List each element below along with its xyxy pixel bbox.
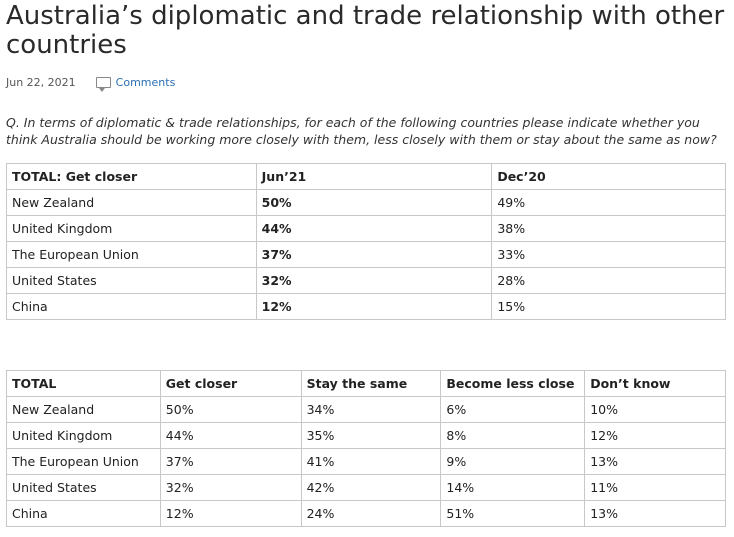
value-cell: 32% (159, 474, 302, 501)
post-meta: Jun 22, 2021 Comments (6, 76, 176, 92)
value-cell: 32% (255, 267, 493, 294)
table-row: United Kingdom 44% 35% 8% 12% (6, 422, 726, 449)
value-cell: 50% (255, 189, 493, 216)
country-cell: New Zealand (6, 396, 161, 423)
value-cell: 9% (440, 448, 586, 475)
country-cell: The European Union (6, 448, 161, 475)
table-row: The European Union 37% 33% (6, 241, 726, 268)
value-cell: 37% (159, 448, 302, 475)
table-row: United States 32% 28% (6, 267, 726, 294)
value-cell: 33% (491, 241, 726, 268)
country-cell: China (6, 293, 257, 320)
value-cell: 49% (491, 189, 726, 216)
value-cell: 42% (300, 474, 442, 501)
value-cell: 6% (440, 396, 586, 423)
value-cell: 41% (300, 448, 442, 475)
value-cell: 13% (584, 448, 726, 475)
table-row: The European Union 37% 41% 9% 13% (6, 448, 726, 475)
value-cell: 44% (159, 422, 302, 449)
table-row: United States 32% 42% 14% 11% (6, 474, 726, 501)
column-header: Get closer (159, 370, 302, 397)
table-row: China 12% 15% (6, 293, 726, 320)
column-header: TOTAL: Get closer (6, 163, 257, 190)
table-row: New Zealand 50% 49% (6, 189, 726, 216)
value-cell: 37% (255, 241, 493, 268)
table-header-row: TOTAL Get closer Stay the same Become le… (6, 370, 726, 397)
value-cell: 28% (491, 267, 726, 294)
value-cell: 12% (159, 500, 302, 527)
country-cell: United Kingdom (6, 422, 161, 449)
value-cell: 50% (159, 396, 302, 423)
country-cell: United States (6, 267, 257, 294)
table-row: United Kingdom 44% 38% (6, 215, 726, 242)
value-cell: 8% (440, 422, 586, 449)
column-header: Dec’20 (491, 163, 726, 190)
value-cell: 51% (440, 500, 586, 527)
value-cell: 44% (255, 215, 493, 242)
country-cell: New Zealand (6, 189, 257, 216)
value-cell: 35% (300, 422, 442, 449)
page-title: Australia’s diplomatic and trade relatio… (6, 1, 725, 60)
value-cell: 12% (255, 293, 493, 320)
value-cell: 24% (300, 500, 442, 527)
column-header: Don’t know (584, 370, 726, 397)
country-cell: China (6, 500, 161, 527)
survey-question: Q. In terms of diplomatic & trade relati… (6, 115, 717, 147)
column-header: TOTAL (6, 370, 161, 397)
country-cell: United Kingdom (6, 215, 257, 242)
comments-link[interactable]: Comments (115, 76, 176, 89)
column-header: Become less close (440, 370, 586, 397)
country-cell: United States (6, 474, 161, 501)
country-cell: The European Union (6, 241, 257, 268)
value-cell: 34% (300, 396, 442, 423)
column-header: Jun’21 (255, 163, 493, 190)
column-header: Stay the same (300, 370, 442, 397)
relationship-breakdown-table: TOTAL Get closer Stay the same Become le… (6, 370, 726, 527)
table-header-row: TOTAL: Get closer Jun’21 Dec’20 (6, 163, 726, 190)
get-closer-comparison-table: TOTAL: Get closer Jun’21 Dec’20 New Zeal… (6, 163, 726, 320)
post-date: Jun 22, 2021 (6, 76, 76, 89)
value-cell: 10% (584, 396, 726, 423)
table-row: New Zealand 50% 34% 6% 10% (6, 396, 726, 423)
value-cell: 13% (584, 500, 726, 527)
value-cell: 15% (491, 293, 726, 320)
table-row: China 12% 24% 51% 13% (6, 500, 726, 527)
value-cell: 14% (440, 474, 586, 501)
value-cell: 12% (584, 422, 726, 449)
value-cell: 38% (491, 215, 726, 242)
comment-bubble-icon[interactable] (95, 77, 111, 92)
value-cell: 11% (584, 474, 726, 501)
